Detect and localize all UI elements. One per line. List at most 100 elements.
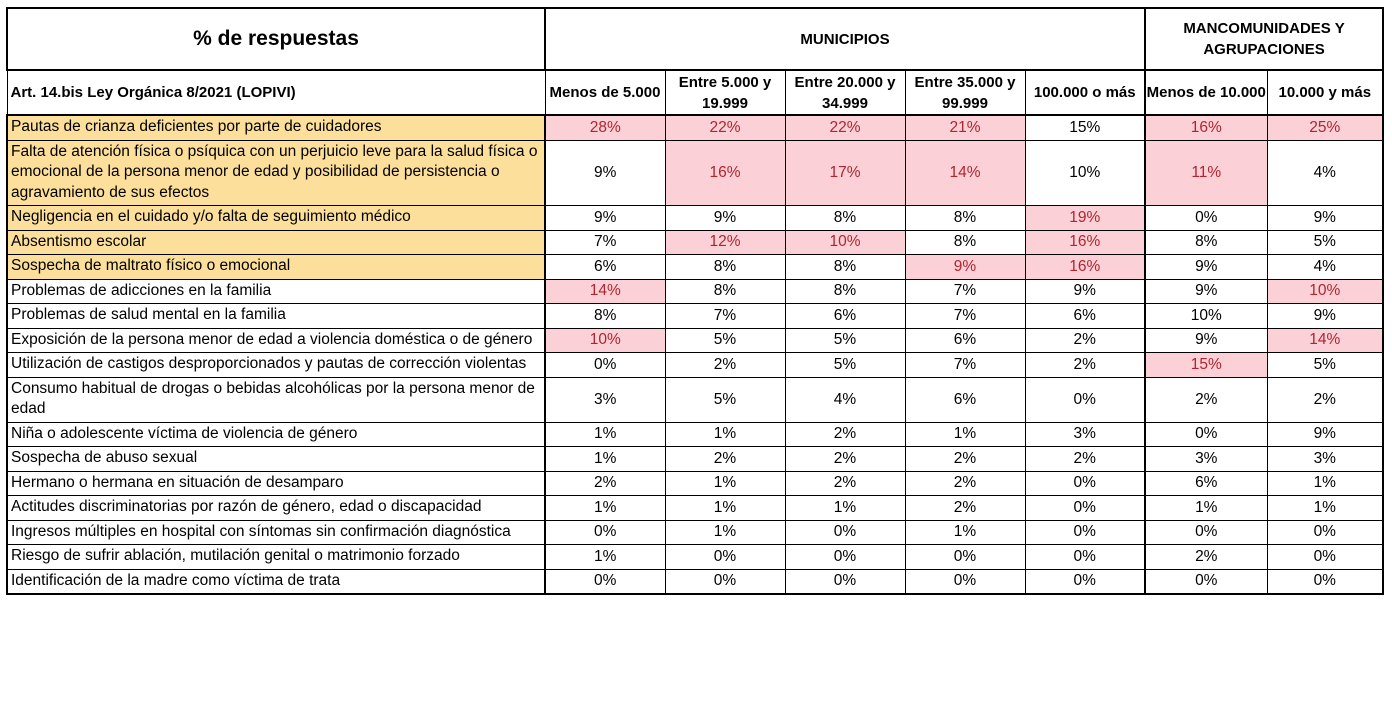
value-cell: 0% [784, 544, 906, 570]
value-cell: 16% [1024, 229, 1147, 255]
row-label: Actitudes discriminatorias por razón de … [6, 495, 546, 521]
value-cell: 10% [784, 229, 906, 255]
value-cell: 0% [1144, 421, 1268, 447]
value-cell: 9% [1266, 421, 1385, 447]
value-cell: 10% [1024, 139, 1147, 206]
row-label: Pautas de crianza deficientes por parte … [6, 114, 546, 141]
value-cell: 7% [544, 229, 666, 255]
value-cell: 10% [1266, 278, 1385, 304]
value-cell: 4% [1266, 139, 1385, 206]
value-cell: 3% [1266, 446, 1385, 472]
value-cell: 2% [784, 421, 906, 447]
value-cell: 8% [904, 229, 1026, 255]
value-cell: 15% [1144, 352, 1268, 378]
column-header: 100.000 o más [1024, 69, 1147, 116]
value-cell: 8% [784, 278, 906, 304]
table-row: Riesgo de sufrir ablación, mutilación ge… [6, 544, 1385, 570]
table-row: Falta de atención física o psíquica con … [6, 139, 1385, 206]
value-cell: 6% [1024, 303, 1147, 329]
value-cell: 5% [664, 376, 786, 423]
value-cell: 9% [1144, 254, 1268, 280]
value-cell: 2% [784, 446, 906, 472]
value-cell: 2% [664, 446, 786, 472]
group-header-municipios: MUNICIPIOS [543, 7, 1147, 71]
table-row: Sospecha de abuso sexual 1% 2% 2% 2% 2% 3% 3% [6, 446, 1385, 472]
value-cell: 1% [544, 544, 666, 570]
column-header: Entre 20.000 y 34.999 [784, 69, 906, 116]
row-label: Sospecha de abuso sexual [6, 446, 546, 472]
value-cell: 1% [664, 519, 786, 545]
value-cell: 1% [544, 421, 666, 447]
value-cell: 7% [904, 303, 1026, 329]
value-cell: 1% [1266, 495, 1385, 521]
table-row: Utilización de castigos desproporcionado… [6, 352, 1385, 378]
row-label: Riesgo de sufrir ablación, mutilación ge… [6, 544, 546, 570]
value-cell: 2% [904, 470, 1026, 496]
value-cell: 1% [664, 495, 786, 521]
table-row: Actitudes discriminatorias por razón de … [6, 495, 1385, 521]
value-cell: 5% [664, 327, 786, 353]
value-cell: 1% [664, 470, 786, 496]
value-cell: 2% [1024, 352, 1147, 378]
value-cell: 8% [904, 205, 1026, 231]
value-cell: 10% [1144, 303, 1268, 329]
row-label: Problemas de adicciones en la familia [6, 278, 546, 304]
value-cell: 8% [664, 278, 786, 304]
value-cell: 0% [1266, 519, 1385, 545]
value-cell: 9% [664, 205, 786, 231]
value-cell: 28% [544, 114, 666, 141]
value-cell: 7% [664, 303, 786, 329]
value-cell: 5% [1266, 352, 1385, 378]
value-cell: 22% [664, 114, 786, 141]
table-title: % de respuestas [6, 7, 546, 71]
value-cell: 6% [904, 376, 1026, 423]
row-label: Sospecha de maltrato físico o emocional [6, 254, 546, 280]
value-cell: 5% [784, 352, 906, 378]
value-cell: 3% [1144, 446, 1268, 472]
value-cell: 0% [664, 568, 786, 595]
value-cell: 0% [1144, 519, 1268, 545]
value-cell: 0% [544, 568, 666, 595]
value-cell: 9% [1266, 205, 1385, 231]
value-cell: 17% [784, 139, 906, 206]
value-cell: 3% [1024, 421, 1147, 447]
value-cell: 11% [1144, 139, 1268, 206]
column-header: Entre 5.000 y 19.999 [664, 69, 786, 116]
value-cell: 22% [784, 114, 906, 141]
value-cell: 9% [1144, 278, 1268, 304]
value-cell: 0% [904, 544, 1026, 570]
value-cell: 0% [1024, 519, 1147, 545]
value-cell: 12% [664, 229, 786, 255]
value-cell: 10% [544, 327, 666, 353]
row-label: Falta de atención física o psíquica con … [6, 139, 546, 206]
value-cell: 19% [1024, 205, 1147, 231]
table-row: Absentismo escolar 7% 12% 10% 8% 16% 8% 5% [6, 229, 1385, 255]
value-cell: 1% [904, 519, 1026, 545]
value-cell: 5% [784, 327, 906, 353]
value-cell: 9% [544, 139, 666, 206]
value-cell: 2% [1024, 446, 1147, 472]
table-row: Niña o adolescente víctima de violencia … [6, 421, 1385, 447]
value-cell: 1% [1144, 495, 1268, 521]
value-cell: 1% [544, 446, 666, 472]
value-cell: 9% [544, 205, 666, 231]
table-row: Pautas de crianza deficientes por parte … [6, 114, 1385, 141]
value-cell: 6% [784, 303, 906, 329]
value-cell: 14% [1266, 327, 1385, 353]
value-cell: 16% [1144, 114, 1268, 141]
value-cell: 0% [1024, 470, 1147, 496]
value-cell: 8% [1144, 229, 1268, 255]
value-cell: 8% [664, 254, 786, 280]
column-header: Menos de 5.000 [544, 69, 666, 116]
value-cell: 16% [1024, 254, 1147, 280]
value-cell: 0% [544, 519, 666, 545]
value-cell: 2% [1266, 376, 1385, 423]
value-cell: 1% [904, 421, 1026, 447]
value-cell: 0% [1266, 568, 1385, 595]
row-label: Negligencia en el cuidado y/o falta de s… [6, 205, 546, 231]
value-cell: 7% [904, 352, 1026, 378]
table-row: Negligencia en el cuidado y/o falta de s… [6, 205, 1385, 231]
value-cell: 9% [1144, 327, 1268, 353]
value-cell: 0% [1024, 544, 1147, 570]
value-cell: 2% [784, 470, 906, 496]
